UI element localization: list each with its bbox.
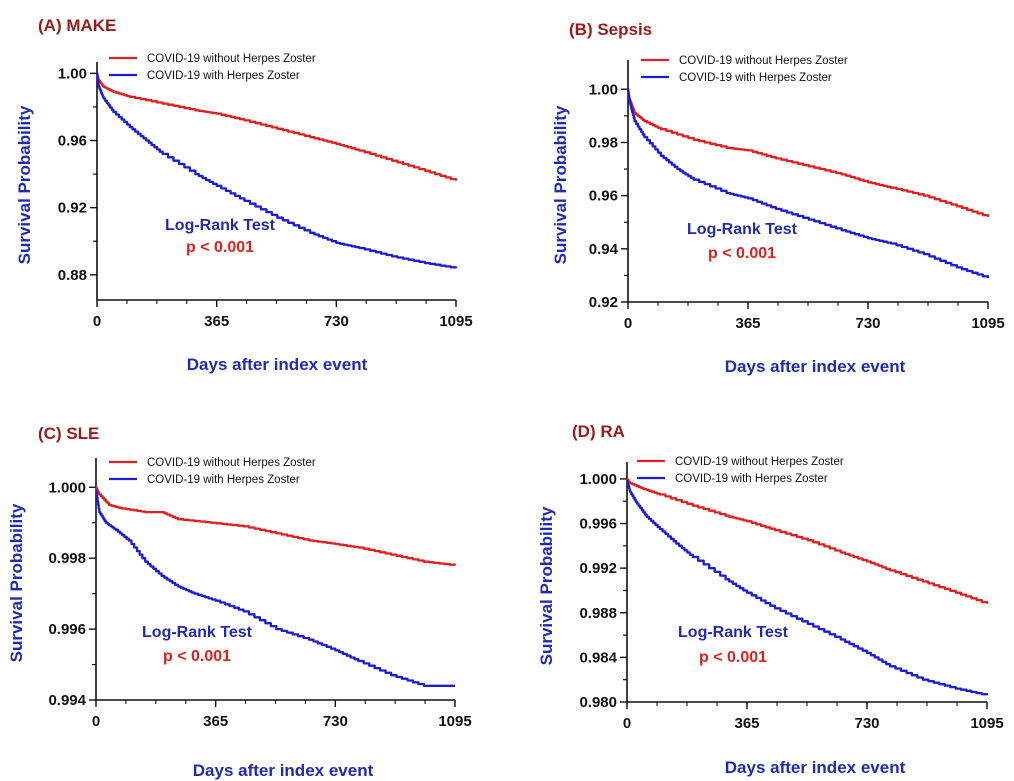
y-tick-label: 1.000 <box>48 479 86 496</box>
series-line-without-herpes-zoster <box>96 72 458 181</box>
x-tick-label: 365 <box>734 715 759 732</box>
y-tick-label: 0.92 <box>58 200 87 217</box>
y-tick-label: 1.00 <box>58 65 87 82</box>
y-tick-label: 0.998 <box>48 550 86 567</box>
y-tick-label: 0.984 <box>579 649 617 666</box>
y-axis-label: Survival Probability <box>551 105 570 264</box>
x-tick-label: 1095 <box>438 713 471 730</box>
legend-label: COVID-19 with Herpes Zoster <box>679 72 832 84</box>
series-line-without-herpes-zoster <box>626 477 989 604</box>
x-tick-label: 1095 <box>971 315 1004 332</box>
x-tick-label: 1095 <box>439 313 472 330</box>
legend-label: COVID-19 with Herpes Zoster <box>147 474 300 486</box>
x-tick-label: 365 <box>735 315 760 332</box>
legend-label: COVID-19 without Herpes Zoster <box>147 53 316 65</box>
p-value-label: p < 0.001 <box>699 649 767 666</box>
y-tick-label: 0.94 <box>589 241 619 258</box>
x-axis-label: Days after index event <box>187 355 368 374</box>
x-axis-label: Days after index event <box>725 357 906 376</box>
panel-4: (D) RA 1.000 0.996 0.992 0.988 0.984 0.980 0 365… <box>537 422 1004 777</box>
y-tick-label: 0.992 <box>579 560 617 577</box>
legend-label: COVID-19 with Herpes Zoster <box>675 473 828 485</box>
y-tick-label: 0.996 <box>579 516 617 533</box>
panel-1: (A) MAKE 1.00 0.96 0.92 0.88 0 365 730 1095 Days … <box>15 16 473 374</box>
y-tick-label: 0.988 <box>579 605 617 622</box>
x-tick-label: 0 <box>93 313 101 330</box>
y-tick-label: 0.96 <box>58 133 87 150</box>
x-tick-label: 365 <box>204 313 229 330</box>
p-value-label: p < 0.001 <box>708 245 776 262</box>
series-line-with-herpes-zoster <box>626 480 989 696</box>
legend-label: COVID-19 without Herpes Zoster <box>147 457 316 469</box>
x-axis-label: Days after index event <box>725 758 906 777</box>
x-tick-label: 1095 <box>970 715 1003 732</box>
x-axis-label: Days after index event <box>193 761 374 780</box>
y-axis-label: Survival Probability <box>537 506 556 665</box>
log-rank-label: Log-Rank Test <box>678 624 789 641</box>
x-tick-label: 0 <box>623 715 631 732</box>
y-axis-label: Survival Probability <box>7 503 26 662</box>
log-rank-label: Log-Rank Test <box>142 624 253 641</box>
series-line-without-herpes-zoster <box>627 88 990 217</box>
x-tick-label: 730 <box>854 715 879 732</box>
y-tick-label: 0.996 <box>48 621 86 638</box>
panel-2: (B) Sepsis 1.00 0.98 0.96 0.94 0.92 0 365 730 109… <box>551 20 1005 376</box>
panel-title: (B) Sepsis <box>569 20 652 39</box>
y-tick-label: 0.994 <box>48 692 86 709</box>
series-line-with-herpes-zoster <box>96 72 458 269</box>
panel-title: (A) MAKE <box>38 16 116 35</box>
series-line-without-herpes-zoster <box>95 486 457 566</box>
legend-label: COVID-19 without Herpes Zoster <box>679 55 848 67</box>
y-tick-label: 0.88 <box>58 267 87 284</box>
y-tick-label: 1.000 <box>579 471 617 488</box>
x-tick-label: 730 <box>855 315 880 332</box>
y-tick-label: 1.00 <box>589 81 618 98</box>
x-tick-label: 730 <box>323 713 348 730</box>
x-tick-label: 0 <box>624 315 632 332</box>
series-line-with-herpes-zoster <box>95 489 455 687</box>
panel-3: (C) SLE 1.000 0.998 0.996 0.994 0 365 730 1095 Da… <box>7 424 472 780</box>
y-tick-label: 0.92 <box>589 294 618 311</box>
panel-title: (C) SLE <box>38 424 99 443</box>
x-tick-label: 0 <box>92 713 100 730</box>
series-line-with-herpes-zoster <box>627 88 990 279</box>
x-tick-label: 365 <box>203 713 228 730</box>
panel-title: (D) RA <box>572 422 625 441</box>
legend-label: COVID-19 with Herpes Zoster <box>147 70 300 82</box>
p-value-label: p < 0.001 <box>186 239 254 256</box>
log-rank-label: Log-Rank Test <box>687 221 798 238</box>
x-tick-label: 730 <box>324 313 349 330</box>
y-tick-label: 0.96 <box>589 188 618 205</box>
log-rank-label: Log-Rank Test <box>165 217 276 234</box>
y-axis-label: Survival Probability <box>15 105 34 264</box>
p-value-label: p < 0.001 <box>163 648 231 665</box>
y-tick-label: 0.98 <box>589 134 618 151</box>
y-tick-label: 0.980 <box>579 694 617 711</box>
legend-label: COVID-19 without Herpes Zoster <box>675 456 844 468</box>
